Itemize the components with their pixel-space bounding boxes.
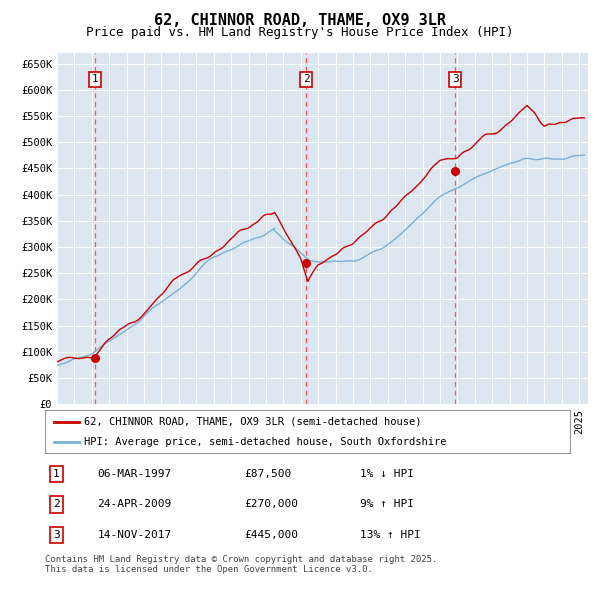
Text: HPI: Average price, semi-detached house, South Oxfordshire: HPI: Average price, semi-detached house,… [85, 437, 447, 447]
Text: 1: 1 [53, 469, 60, 479]
Text: 62, CHINNOR ROAD, THAME, OX9 3LR (semi-detached house): 62, CHINNOR ROAD, THAME, OX9 3LR (semi-d… [85, 417, 422, 427]
Text: 13% ↑ HPI: 13% ↑ HPI [360, 530, 421, 540]
Text: 3: 3 [452, 74, 458, 84]
Text: 14-NOV-2017: 14-NOV-2017 [97, 530, 172, 540]
Text: 2: 2 [303, 74, 310, 84]
Text: £87,500: £87,500 [245, 469, 292, 479]
Text: 06-MAR-1997: 06-MAR-1997 [97, 469, 172, 479]
Text: 24-APR-2009: 24-APR-2009 [97, 500, 172, 509]
Text: 9% ↑ HPI: 9% ↑ HPI [360, 500, 414, 509]
Text: Contains HM Land Registry data © Crown copyright and database right 2025.
This d: Contains HM Land Registry data © Crown c… [45, 555, 437, 574]
Text: £270,000: £270,000 [245, 500, 299, 509]
Text: 62, CHINNOR ROAD, THAME, OX9 3LR: 62, CHINNOR ROAD, THAME, OX9 3LR [154, 13, 446, 28]
Text: 2: 2 [53, 500, 60, 509]
Text: Price paid vs. HM Land Registry's House Price Index (HPI): Price paid vs. HM Land Registry's House … [86, 26, 514, 39]
Text: £445,000: £445,000 [245, 530, 299, 540]
Text: 1: 1 [92, 74, 98, 84]
Text: 3: 3 [53, 530, 60, 540]
Text: 1% ↓ HPI: 1% ↓ HPI [360, 469, 414, 479]
